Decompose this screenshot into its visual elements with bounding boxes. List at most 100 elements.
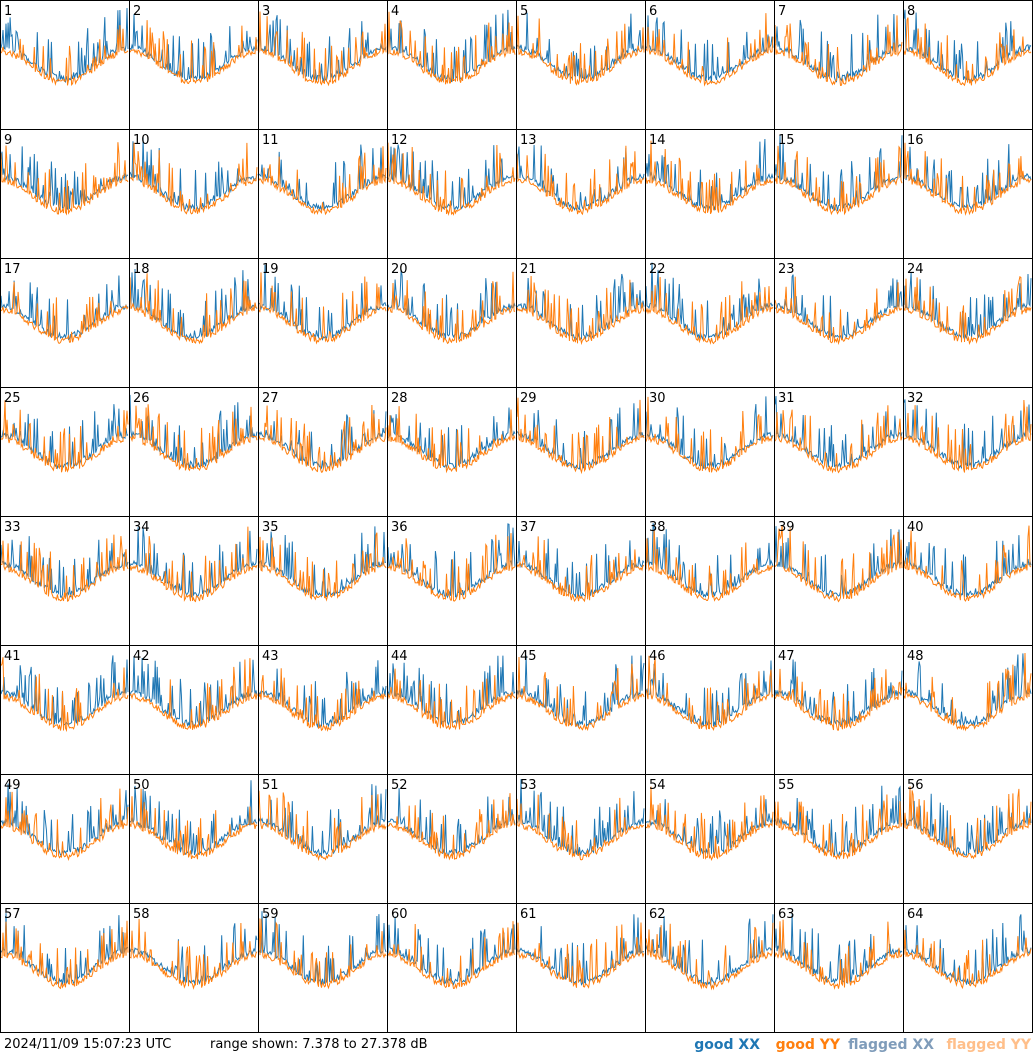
panel-frame — [0, 516, 130, 646]
panel-label: 19 — [262, 262, 279, 277]
panel: 19 — [258, 258, 388, 388]
panel-frame — [645, 258, 775, 388]
panel-frame — [903, 0, 1033, 130]
spectrum-xx — [774, 913, 903, 985]
range-note: range shown: 7.378 to 27.378 dB — [210, 1037, 428, 1052]
panel: 30 — [645, 387, 775, 517]
spectrum-yy — [903, 276, 1032, 346]
spectrum-xx — [0, 404, 129, 470]
panel-label: 52 — [391, 778, 408, 793]
panel-frame — [774, 387, 904, 517]
panel-label: 28 — [391, 391, 408, 406]
legend-entry: flagged YY — [946, 1037, 1031, 1053]
spectrum-yy — [516, 922, 645, 989]
panel: 63 — [774, 903, 904, 1033]
spectrum-yy — [645, 922, 774, 991]
panel-frame — [516, 258, 646, 388]
panel: 23 — [774, 258, 904, 388]
panel-label: 47 — [778, 649, 795, 664]
panel: 32 — [903, 387, 1033, 517]
spectrum-yy — [645, 786, 774, 861]
panel-label: 4 — [391, 4, 399, 19]
panel-label: 16 — [907, 133, 924, 148]
panel: 47 — [774, 645, 904, 775]
panel: 3 — [258, 0, 388, 130]
spectrum-yy — [645, 140, 774, 215]
panel-frame — [129, 645, 259, 775]
spectrum-yy — [258, 146, 387, 216]
spectrum-yy — [129, 404, 258, 472]
panel: 50 — [129, 774, 259, 904]
panel: 60 — [387, 903, 517, 1033]
spectrum-yy — [129, 20, 258, 85]
spectrum-xx — [0, 655, 129, 726]
spectrum-yy — [903, 525, 1032, 602]
spectrum-xx — [129, 656, 258, 728]
panel-frame — [258, 387, 388, 517]
panel-label: 63 — [778, 907, 795, 922]
panel-frame — [387, 903, 517, 1033]
panel-frame — [516, 516, 646, 646]
panel-label: 45 — [520, 649, 537, 664]
spectrum-yy — [387, 271, 516, 345]
panel-label: 38 — [649, 520, 666, 535]
panel: 64 — [903, 903, 1033, 1033]
spectrum-yy — [645, 276, 774, 345]
panel-label: 25 — [4, 391, 21, 406]
panel-label: 12 — [391, 133, 408, 148]
panel-label: 10 — [133, 133, 150, 148]
panel: 22 — [645, 258, 775, 388]
spectrum-xx — [129, 14, 258, 82]
spectrum-yy — [129, 658, 258, 730]
spectrum-yy — [387, 668, 516, 731]
panel-label: 21 — [520, 262, 537, 277]
panel: 14 — [645, 129, 775, 259]
spectrum-yy — [903, 399, 1032, 473]
spectrum-xx — [516, 655, 645, 727]
panel: 9 — [0, 129, 130, 259]
panel-label: 7 — [778, 4, 786, 19]
panel: 7 — [774, 0, 904, 130]
panel: 4 — [387, 0, 517, 130]
panel-frame — [129, 516, 259, 646]
panel: 5 — [516, 0, 646, 130]
spectrum-yy — [516, 275, 645, 346]
timestamp: 2024/11/09 15:07:23 UTC — [4, 1037, 171, 1052]
panel-label: 55 — [778, 778, 795, 793]
panel-label: 50 — [133, 778, 150, 793]
spectrum-yy — [516, 794, 645, 861]
spectrum-xx — [774, 526, 903, 598]
panel: 29 — [516, 387, 646, 517]
panel-frame — [516, 645, 646, 775]
panel: 42 — [129, 645, 259, 775]
spectrum-yy — [387, 11, 516, 85]
panel-label: 51 — [262, 778, 279, 793]
spectrum-yy — [387, 406, 516, 474]
panel: 45 — [516, 645, 646, 775]
panel-frame — [258, 129, 388, 259]
spectrum-yy — [258, 272, 387, 345]
spectrum-yy — [0, 534, 129, 602]
panel-label: 64 — [907, 907, 924, 922]
panel-label: 22 — [649, 262, 666, 277]
spectrum-xx — [258, 660, 387, 729]
panel-label: 56 — [907, 778, 924, 793]
spectrum-xx — [258, 15, 387, 83]
panel: 38 — [645, 516, 775, 646]
panel-label: 1 — [4, 4, 12, 19]
legend-entry: flagged XX — [848, 1037, 934, 1053]
spectrum-yy — [774, 525, 903, 603]
legend-entry: good YY — [776, 1037, 841, 1053]
panel-frame — [774, 516, 904, 646]
panel-label: 60 — [391, 907, 408, 922]
legend-entry: good XX — [694, 1037, 760, 1053]
spectrum-yy — [774, 919, 903, 990]
spectrum-yy — [0, 788, 129, 862]
spectrum-xx — [387, 269, 516, 340]
spectrum-yy — [0, 920, 129, 990]
panel-frame — [516, 774, 646, 904]
panel: 2 — [129, 0, 259, 130]
panel: 33 — [0, 516, 130, 646]
